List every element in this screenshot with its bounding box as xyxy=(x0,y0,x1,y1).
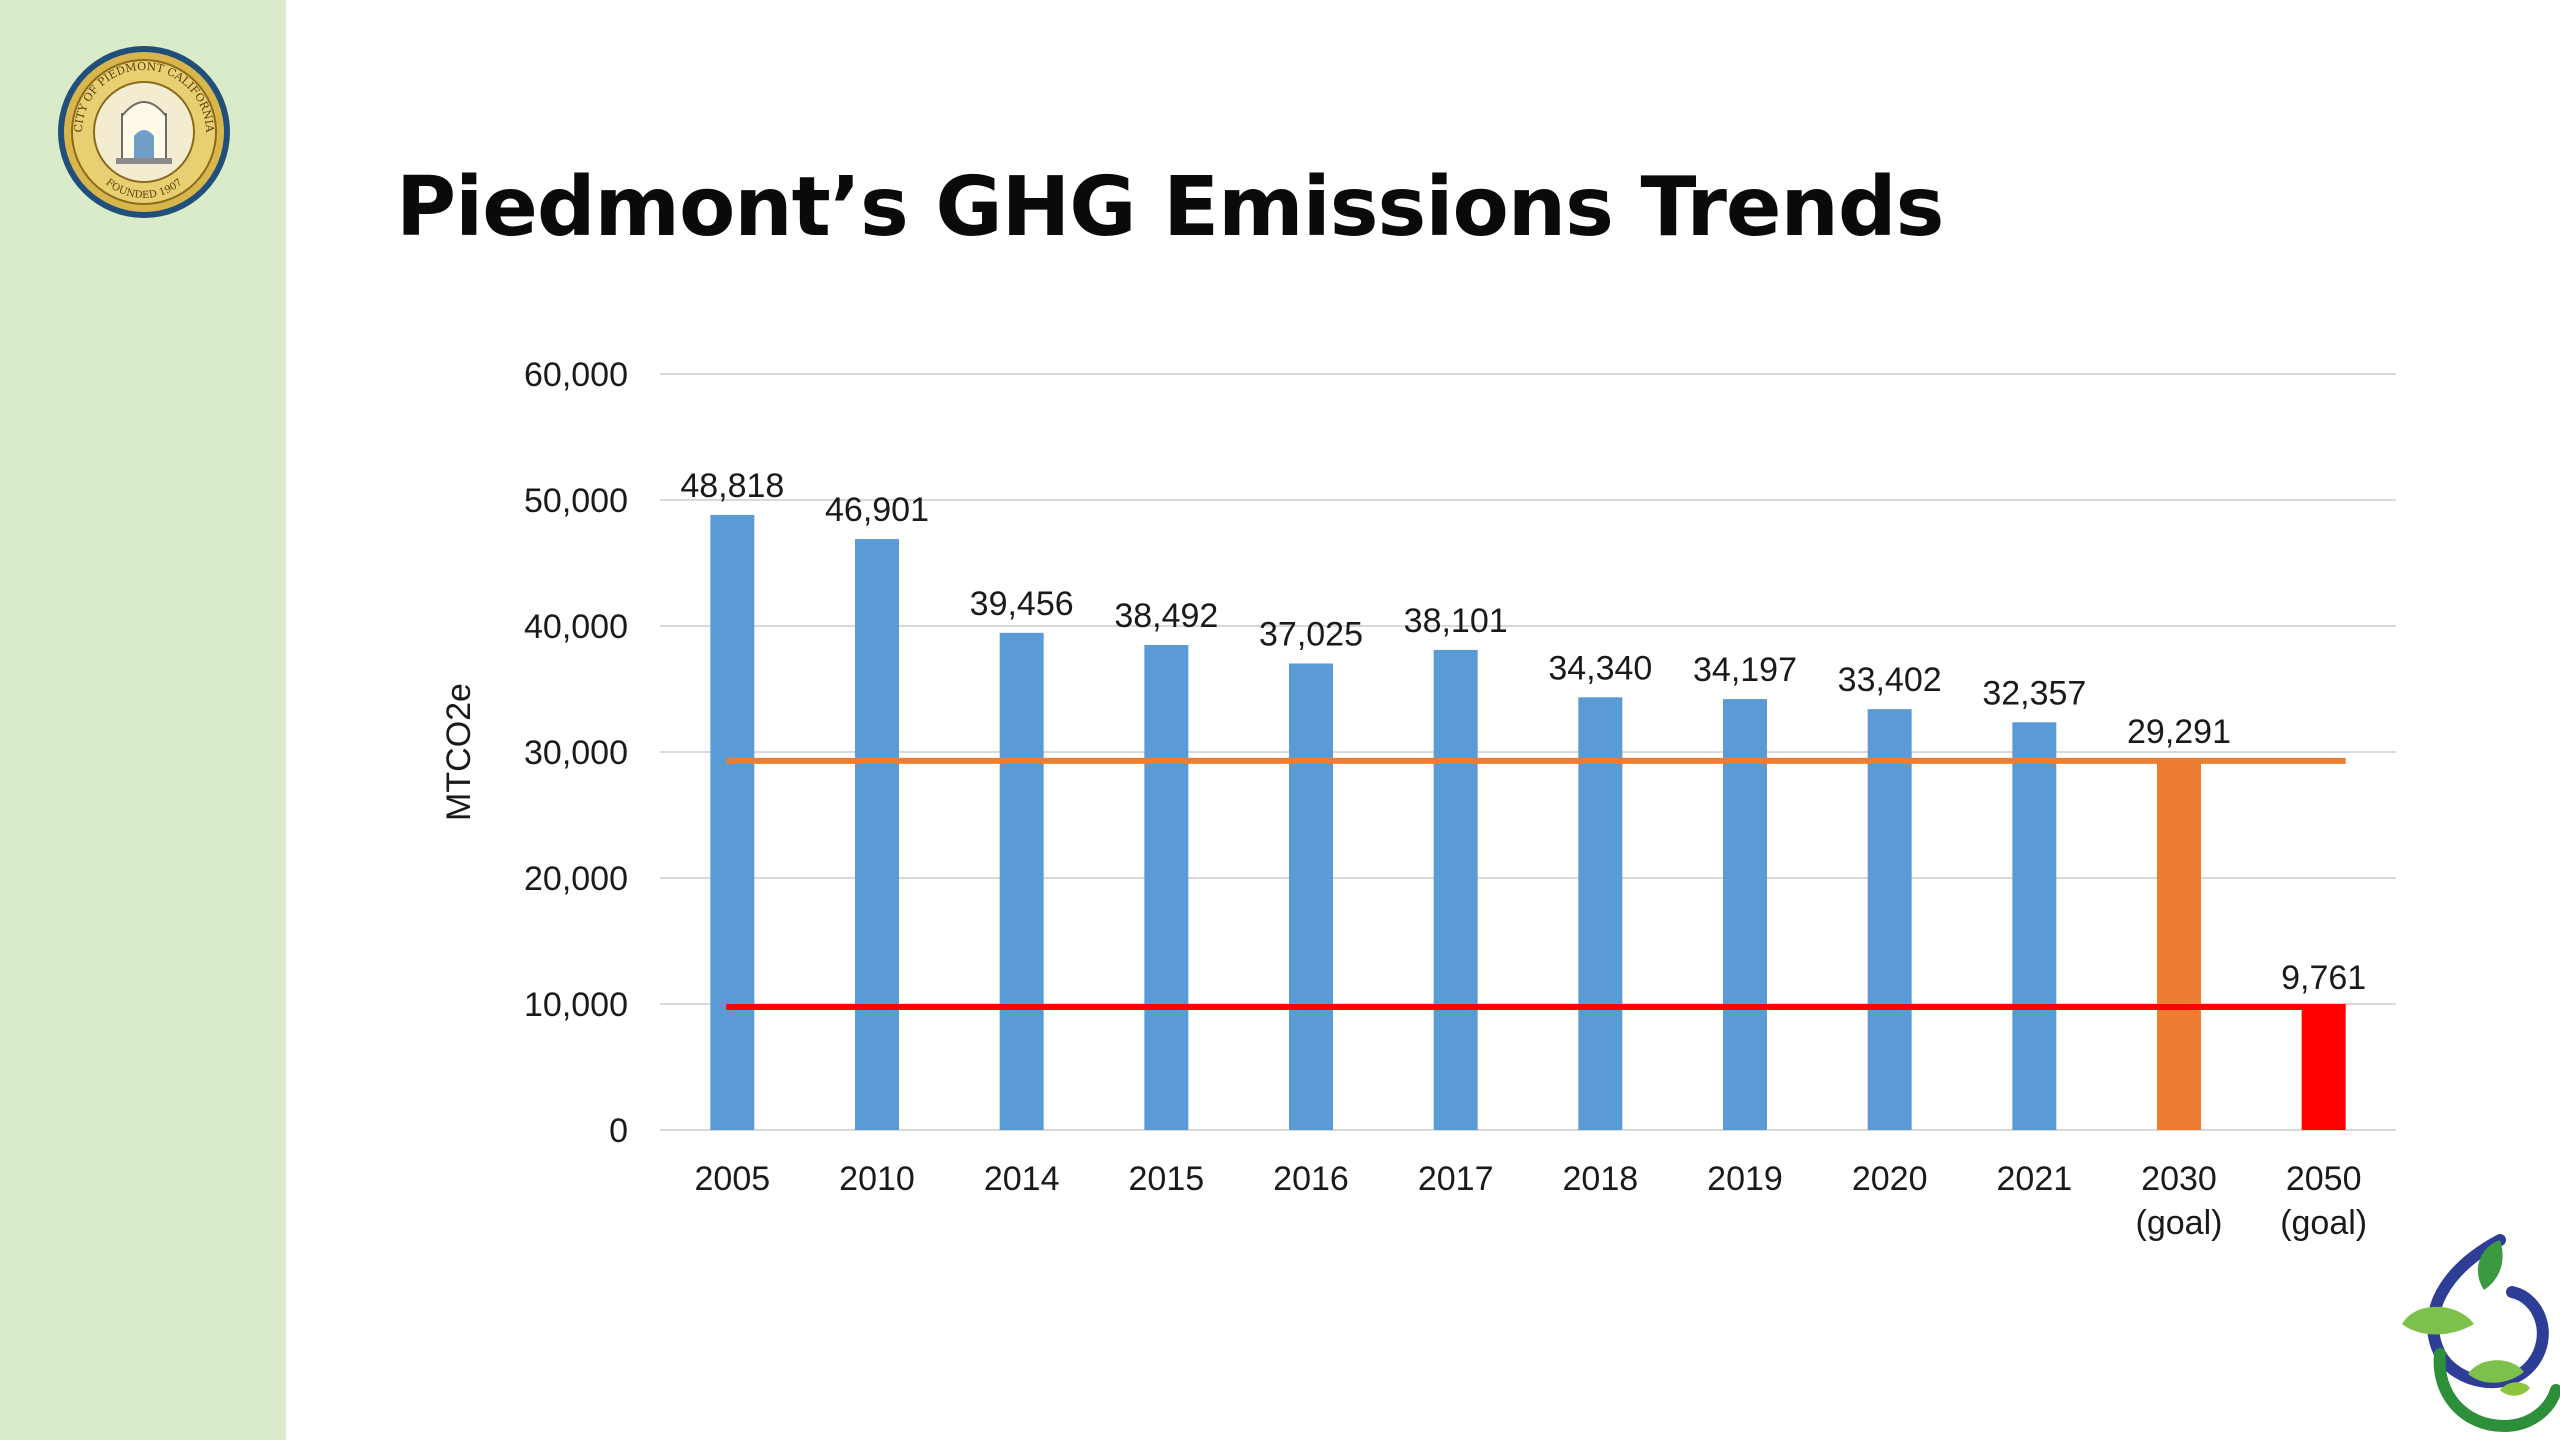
y-tick-label: 40,000 xyxy=(524,608,628,646)
data-label: 48,818 xyxy=(680,467,784,505)
y-tick-label: 50,000 xyxy=(524,482,628,520)
sidebar-band: CITY OF PIEDMONT CALIFORNIA FOUNDED 1907 xyxy=(0,0,286,1440)
bar xyxy=(999,632,1044,1130)
bar xyxy=(1144,645,1189,1130)
y-tick-label: 10,000 xyxy=(524,986,628,1024)
y-tick-label: 0 xyxy=(609,1112,628,1150)
x-tick-label: 2018 xyxy=(1563,1160,1639,1198)
data-label: 34,197 xyxy=(1693,651,1797,689)
bar xyxy=(1289,663,1333,1130)
x-tick-label: 2015 xyxy=(1129,1160,1205,1198)
data-label: 9,761 xyxy=(2281,959,2366,997)
chart-svg: 0 10,000 20,000 30,000 40,000 50,000 60,000 MTC… xyxy=(440,356,2396,1242)
x-tick-label: 2020 xyxy=(1852,1160,1928,1198)
page-title: Piedmont’s GHG Emissions Trends xyxy=(396,160,1944,255)
x-tick-label: 2019 xyxy=(1707,1160,1783,1198)
sprout-logo-icon xyxy=(2402,1234,2560,1433)
city-seal-icon: CITY OF PIEDMONT CALIFORNIA FOUNDED 1907 xyxy=(58,46,230,218)
x-tick-label: 2050 (goal) xyxy=(2280,1160,2367,1242)
y-tick-label: 30,000 xyxy=(524,734,628,772)
x-tick-label: 2021 xyxy=(1997,1160,2073,1198)
x-tick-label: 2030 (goal) xyxy=(2136,1160,2223,1242)
bar xyxy=(855,539,899,1130)
x-tick-label: 2014 xyxy=(984,1160,1060,1198)
y-axis-title: MTCO2e xyxy=(440,683,478,821)
bar xyxy=(2301,1007,2346,1130)
emissions-chart: 0 10,000 20,000 30,000 40,000 50,000 60,000 MTC… xyxy=(420,320,2440,1280)
bar xyxy=(1723,699,1767,1130)
data-label: 32,357 xyxy=(1982,674,2086,712)
x-tick-label: 2017 xyxy=(1418,1160,1494,1198)
data-label: 46,901 xyxy=(825,491,929,529)
bar xyxy=(2157,760,2201,1130)
bar xyxy=(2012,722,2057,1130)
bar xyxy=(710,514,755,1130)
x-tick-label: 2005 xyxy=(695,1160,771,1198)
data-label: 37,025 xyxy=(1259,615,1363,653)
data-label: 33,402 xyxy=(1838,661,1942,699)
bar xyxy=(1433,649,1478,1130)
data-label: 39,456 xyxy=(970,585,1074,623)
x-tick-label: 2016 xyxy=(1273,1160,1349,1198)
x-tick-label: 2010 xyxy=(839,1160,915,1198)
bar xyxy=(1867,709,1912,1130)
y-tick-label: 20,000 xyxy=(524,860,628,898)
data-label: 38,492 xyxy=(1114,597,1218,635)
data-label: 34,340 xyxy=(1548,649,1652,687)
data-label: 38,101 xyxy=(1404,602,1508,640)
data-label: 29,291 xyxy=(2127,713,2231,751)
bar xyxy=(1578,697,1623,1130)
y-tick-label: 60,000 xyxy=(524,356,628,394)
